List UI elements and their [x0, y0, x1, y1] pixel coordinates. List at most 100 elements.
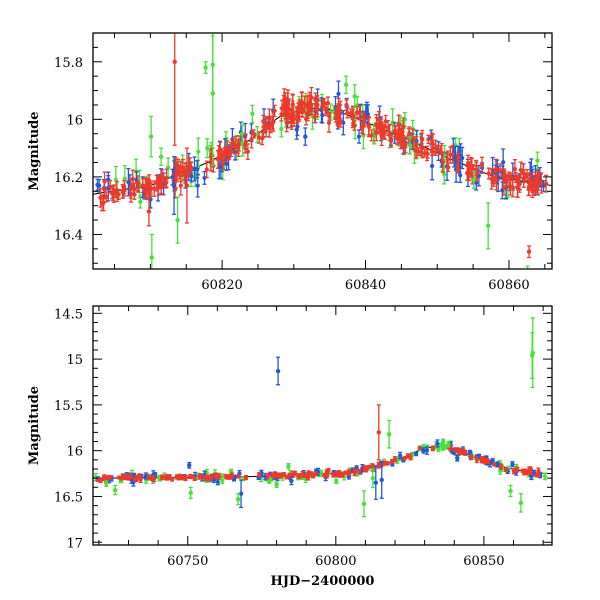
red-data-point	[251, 129, 256, 139]
red-data-point	[272, 471, 278, 479]
green-data-point	[267, 479, 272, 484]
red-data-point	[215, 149, 221, 169]
red-data-point	[299, 91, 305, 113]
red-data-point	[489, 168, 494, 190]
red-data-point	[207, 474, 212, 480]
red-data-point	[220, 149, 225, 170]
red-data-point	[501, 179, 507, 196]
y-tick-label: 14.5	[54, 307, 83, 322]
green-data-point	[542, 472, 548, 481]
red-data-point	[236, 473, 241, 479]
red-data-point	[370, 463, 375, 469]
green-data-point	[250, 104, 255, 124]
data-layer	[93, 33, 552, 269]
red-data-point	[374, 114, 379, 135]
red-data-point	[387, 123, 392, 142]
red-data-point	[264, 118, 269, 138]
red-data-point	[306, 470, 311, 477]
bottom-panel: 60750 60800 60850 14.5 15 15.5 16 16.5 17 Magnitu…	[27, 305, 553, 589]
red-data-point	[517, 175, 522, 193]
y-tick-label: 16.5	[54, 490, 83, 505]
blue-data-point	[192, 156, 197, 182]
red-data-point	[102, 179, 107, 200]
green-data-point	[361, 490, 367, 518]
y-axis-label: Magnitude	[27, 111, 42, 190]
green-data-point	[529, 331, 535, 379]
y-tick-label: 15.8	[54, 56, 83, 71]
red-data-point	[497, 163, 503, 178]
red-data-point	[183, 474, 188, 480]
red-data-point	[285, 92, 290, 114]
red-data-point	[510, 177, 515, 198]
red-data-point	[474, 164, 480, 182]
red-data-point	[515, 466, 520, 473]
red-data-point	[419, 132, 424, 145]
red-data-point	[224, 474, 229, 479]
red-data-point	[525, 470, 530, 476]
blue-data-point	[373, 465, 379, 500]
red-data-point	[506, 171, 512, 181]
red-data-point	[114, 188, 119, 199]
red-data-point	[270, 115, 275, 130]
red-data-point	[474, 456, 479, 464]
red-data-point	[438, 145, 443, 156]
red-data-point	[184, 147, 190, 224]
red-data-point	[297, 99, 302, 121]
red-data-point	[296, 473, 301, 480]
plot-frame	[92, 305, 553, 546]
y-tick-label: 17	[66, 536, 83, 551]
green-data-point	[525, 265, 530, 269]
red-data-point	[348, 108, 353, 118]
green-data-point	[407, 135, 413, 155]
red-data-point	[503, 467, 509, 473]
blue-data-point	[430, 151, 435, 181]
green-data-point	[113, 484, 118, 496]
red-data-point	[176, 474, 182, 481]
red-data-point	[479, 156, 485, 173]
red-data-point	[494, 169, 499, 191]
green-data-point	[220, 477, 225, 485]
red-data-point	[411, 128, 416, 150]
red-data-point	[120, 473, 125, 481]
green-data-point	[286, 462, 291, 470]
red-data-point	[402, 456, 407, 461]
green-data-point	[370, 468, 376, 488]
red-data-point	[148, 182, 153, 194]
red-data-point	[336, 97, 341, 113]
blue-data-point	[435, 439, 440, 448]
top-panel: 60820 60840 60860 15.8 16 16.2 16.4 Magnitude	[27, 32, 553, 293]
red-data-point	[399, 128, 405, 139]
red-data-point	[152, 180, 157, 197]
green-data-point	[441, 438, 446, 445]
red-data-point	[260, 131, 265, 146]
y-tick-label: 16	[66, 113, 83, 128]
red-data-point	[151, 475, 157, 483]
red-data-point	[539, 172, 544, 194]
red-data-point	[346, 468, 352, 475]
green-data-point	[210, 33, 215, 167]
blue-data-point	[510, 461, 515, 468]
red-data-point	[226, 146, 231, 161]
x-tick-label: 60750	[167, 554, 208, 569]
y-axis-label: Magnitude	[27, 386, 42, 465]
red-data-point	[277, 472, 282, 479]
red-data-point	[180, 158, 185, 177]
red-data-point	[188, 473, 193, 480]
green-data-point	[446, 440, 451, 448]
red-data-point	[267, 108, 272, 127]
green-data-point	[508, 484, 513, 498]
red-data-point	[390, 459, 395, 464]
green-data-point	[220, 473, 225, 478]
red-data-point	[170, 476, 175, 482]
plot-frame	[92, 32, 553, 270]
blue-data-point	[303, 127, 308, 146]
red-data-point	[98, 188, 103, 208]
red-data-point	[204, 160, 209, 179]
green-data-point	[203, 61, 208, 74]
x-axis-label: HJD−2400000	[271, 574, 375, 589]
green-data-point	[498, 467, 503, 475]
red-data-point	[367, 464, 372, 470]
red-data-point	[160, 474, 165, 481]
green-data-point	[343, 75, 349, 95]
